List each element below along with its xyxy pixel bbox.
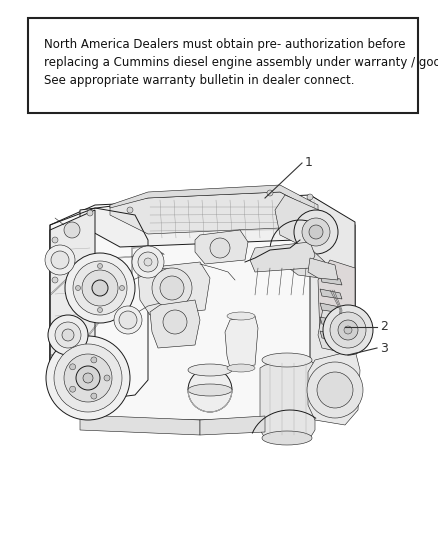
Polygon shape: [275, 195, 335, 250]
Circle shape: [75, 286, 81, 290]
Polygon shape: [318, 260, 355, 345]
Polygon shape: [320, 303, 342, 313]
Circle shape: [210, 238, 230, 258]
Circle shape: [330, 312, 366, 348]
Circle shape: [144, 258, 152, 266]
Text: 1: 1: [305, 157, 313, 169]
Circle shape: [45, 245, 75, 275]
Circle shape: [73, 261, 127, 315]
Polygon shape: [320, 289, 342, 299]
Ellipse shape: [227, 312, 255, 320]
Polygon shape: [310, 195, 355, 418]
Circle shape: [70, 364, 76, 370]
Circle shape: [160, 276, 184, 300]
Polygon shape: [225, 316, 258, 368]
Circle shape: [55, 322, 81, 348]
Circle shape: [152, 268, 192, 308]
Circle shape: [76, 366, 100, 390]
Circle shape: [104, 375, 110, 381]
Circle shape: [309, 225, 323, 239]
Circle shape: [54, 344, 122, 412]
Polygon shape: [320, 275, 342, 285]
Circle shape: [98, 308, 102, 312]
Text: replacing a Cummins diesel engine assembly under warranty / goodwill.: replacing a Cummins diesel engine assemb…: [44, 56, 438, 69]
Polygon shape: [110, 185, 318, 212]
Circle shape: [119, 311, 137, 329]
Polygon shape: [320, 331, 342, 341]
Circle shape: [344, 326, 352, 334]
Polygon shape: [150, 300, 200, 348]
Circle shape: [46, 336, 130, 420]
Bar: [28, 18, 418, 113]
Text: See appropriate warranty bulletin in dealer connect.: See appropriate warranty bulletin in dea…: [44, 74, 354, 87]
Polygon shape: [50, 195, 355, 420]
Ellipse shape: [188, 364, 232, 376]
Circle shape: [138, 252, 158, 272]
Ellipse shape: [227, 364, 255, 372]
Polygon shape: [195, 230, 248, 264]
Polygon shape: [285, 248, 325, 278]
Circle shape: [64, 222, 80, 238]
Circle shape: [132, 246, 164, 278]
Polygon shape: [110, 192, 318, 242]
Ellipse shape: [262, 431, 312, 445]
Circle shape: [51, 251, 69, 269]
Circle shape: [64, 354, 112, 402]
Circle shape: [62, 329, 74, 341]
Circle shape: [52, 237, 58, 243]
Circle shape: [87, 210, 93, 216]
Polygon shape: [318, 308, 360, 355]
Circle shape: [52, 337, 58, 343]
Polygon shape: [250, 242, 315, 272]
Circle shape: [91, 357, 97, 363]
Text: 2: 2: [380, 320, 388, 334]
Circle shape: [163, 310, 187, 334]
Circle shape: [120, 286, 124, 290]
Circle shape: [307, 362, 363, 418]
Ellipse shape: [188, 384, 232, 396]
Polygon shape: [200, 416, 265, 435]
Polygon shape: [80, 415, 200, 435]
Circle shape: [98, 263, 102, 269]
Polygon shape: [80, 198, 335, 258]
Circle shape: [323, 305, 373, 355]
Polygon shape: [308, 258, 338, 280]
Polygon shape: [260, 360, 315, 438]
Circle shape: [52, 277, 58, 283]
Ellipse shape: [262, 353, 312, 367]
Circle shape: [188, 368, 232, 412]
Circle shape: [92, 280, 108, 296]
Circle shape: [70, 386, 76, 392]
Circle shape: [91, 393, 97, 399]
Circle shape: [127, 207, 133, 213]
Circle shape: [82, 270, 118, 306]
Polygon shape: [50, 210, 95, 420]
Polygon shape: [320, 317, 342, 327]
Circle shape: [52, 377, 58, 383]
Polygon shape: [138, 262, 210, 315]
Circle shape: [338, 320, 358, 340]
Text: North America Dealers must obtain pre- authorization before: North America Dealers must obtain pre- a…: [44, 38, 406, 51]
Circle shape: [294, 210, 338, 254]
Circle shape: [83, 373, 93, 383]
Circle shape: [317, 372, 353, 408]
Circle shape: [114, 306, 142, 334]
Circle shape: [65, 253, 135, 323]
Polygon shape: [308, 350, 360, 425]
Circle shape: [267, 190, 273, 196]
Circle shape: [307, 194, 313, 200]
Circle shape: [48, 315, 88, 355]
Circle shape: [302, 218, 330, 246]
Text: 3: 3: [380, 342, 388, 354]
